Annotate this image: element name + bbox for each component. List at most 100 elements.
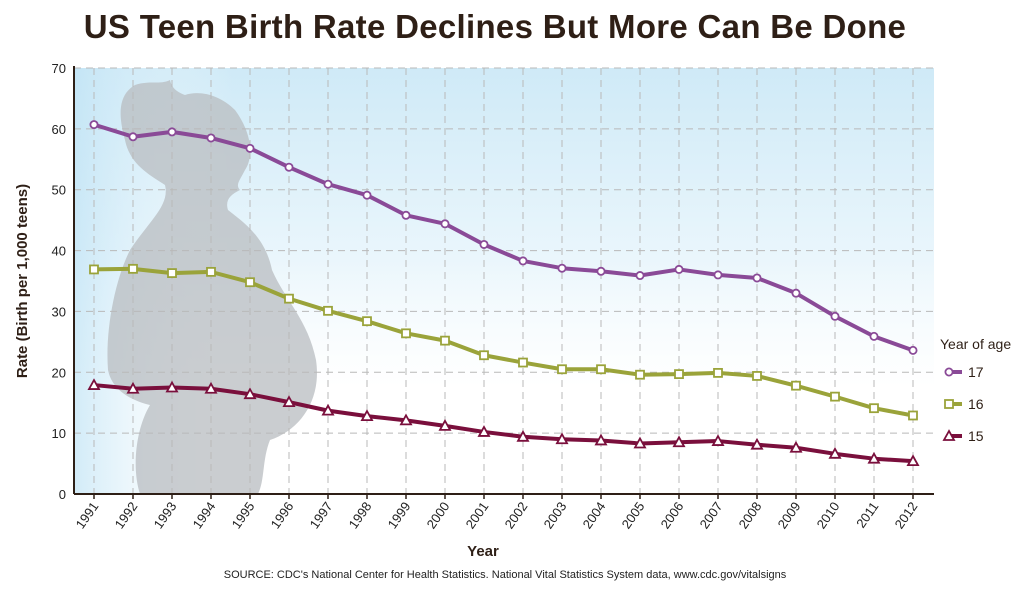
series-line-15 [93, 383, 914, 464]
data-point-15 [906, 454, 920, 467]
y-tick-label: 70 [52, 61, 66, 76]
y-tick-label: 20 [52, 365, 66, 380]
data-point-17 [752, 273, 762, 283]
legend-item-16: 16 [944, 396, 984, 412]
x-tick-label: 1998 [346, 499, 375, 531]
data-point-16 [401, 328, 411, 339]
x-tick-label: 2004 [580, 499, 609, 531]
data-point-16 [596, 364, 606, 375]
data-point-15 [828, 446, 842, 459]
data-point-17 [128, 132, 138, 142]
data-point-16 [206, 266, 216, 277]
x-tick-label: 1993 [151, 499, 180, 531]
data-point-17 [791, 288, 801, 298]
x-tick-label: 1991 [73, 499, 102, 531]
data-point-15 [477, 425, 491, 437]
data-point-15 [750, 437, 764, 450]
data-point-17 [245, 143, 255, 153]
legend-marker-circle-icon [944, 367, 954, 377]
data-point-15 [243, 387, 257, 400]
x-tick-label: 2010 [814, 499, 843, 531]
data-point-16 [674, 369, 684, 380]
data-point-15 [204, 381, 218, 394]
data-point-16 [245, 277, 255, 288]
x-tick-label: 1994 [190, 499, 219, 531]
legend-label: 15 [968, 428, 984, 444]
x-tick-label: 1999 [385, 499, 414, 531]
y-tick-label: 50 [52, 183, 66, 198]
data-point-16 [713, 367, 723, 378]
series-16 [89, 263, 918, 421]
data-point-16 [752, 371, 762, 381]
data-point-16 [167, 268, 177, 278]
x-tick-label: 1996 [268, 499, 297, 531]
x-tick-label: 2011 [853, 499, 881, 531]
x-tick-label: 2000 [424, 499, 453, 531]
data-point-17 [206, 133, 216, 143]
data-point-16 [284, 293, 294, 304]
series [87, 120, 920, 467]
x-tick-label: 1992 [112, 499, 141, 531]
x-tick-label: 2007 [697, 499, 726, 531]
x-tick-label: 2005 [619, 499, 648, 531]
data-point-16 [323, 305, 333, 316]
data-point-15 [360, 409, 374, 422]
series-17 [89, 120, 918, 355]
data-point-17 [830, 311, 840, 321]
x-tick-label: 2012 [892, 499, 921, 531]
data-point-17 [167, 127, 177, 137]
y-tick-label: 30 [52, 304, 66, 319]
y-tick-label: 10 [52, 426, 66, 441]
data-point-16 [128, 263, 138, 274]
data-point-16 [557, 364, 567, 375]
data-point-16 [869, 403, 879, 414]
x-tick-label: 1997 [307, 499, 336, 531]
chart-title: US Teen Birth Rate Declines But More Can… [83, 8, 907, 45]
data-point-15 [516, 429, 530, 442]
data-point-16 [440, 335, 450, 346]
x-tick-label: 2001 [463, 499, 492, 531]
x-tick-label: 2009 [775, 499, 804, 531]
data-point-15 [672, 435, 686, 448]
pregnant-silhouette [107, 80, 317, 494]
data-point-15 [87, 378, 101, 390]
data-point-15 [711, 434, 725, 446]
y-tick-label: 40 [52, 244, 66, 259]
legend-marker-triangle-icon [942, 429, 956, 441]
data-point-15 [789, 440, 803, 453]
series-line-16 [93, 266, 914, 418]
data-point-17 [479, 239, 489, 249]
data-point-17 [440, 219, 450, 229]
x-tick-label: 2006 [658, 499, 687, 531]
data-point-17 [89, 120, 99, 130]
legend-marker-square-icon [944, 399, 954, 409]
data-point-15 [165, 380, 179, 393]
data-point-17 [557, 263, 567, 273]
data-point-15 [594, 433, 608, 446]
x-tick-label: 2002 [502, 499, 531, 531]
data-point-17 [284, 162, 294, 172]
legend: Year of age 17 16 15 [940, 336, 1011, 444]
data-point-16 [908, 410, 918, 421]
data-point-16 [791, 380, 801, 391]
data-point-17 [908, 345, 918, 355]
data-point-17 [713, 270, 723, 280]
x-tick-label: 2008 [736, 499, 765, 531]
data-point-16 [479, 350, 489, 361]
data-point-15 [555, 432, 569, 445]
data-point-16 [518, 357, 528, 368]
data-point-15 [867, 451, 881, 464]
data-point-15 [321, 403, 335, 416]
data-point-15 [126, 381, 140, 394]
data-point-17 [362, 190, 372, 200]
data-point-15 [633, 436, 647, 449]
data-point-17 [401, 210, 411, 220]
legend-label: 17 [968, 364, 984, 380]
data-point-15 [438, 418, 452, 431]
series-15 [87, 378, 920, 467]
legend-item-15: 15 [942, 428, 984, 444]
y-tick-label: 0 [59, 487, 66, 502]
data-point-16 [89, 264, 99, 275]
data-point-16 [362, 316, 372, 327]
